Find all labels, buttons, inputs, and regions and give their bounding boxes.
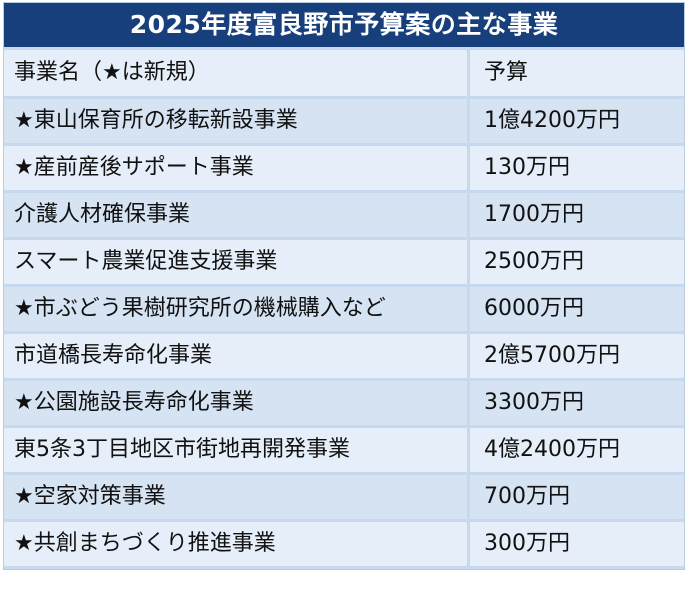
budget-cell: 700万円 [470,475,684,519]
table-row: ★市ぶどう果樹研究所の機械購入など 6000万円 [4,287,684,331]
budget-cell: 3300万円 [470,381,684,425]
project-name-cell: ★空家対策事業 [4,475,470,519]
table-title: 2025年度富良野市予算案の主な事業 [4,3,684,47]
budget-table: 事業名（★は新規） 予算 ★東山保育所の移転新設事業 1億4200万円 ★産前産… [4,47,684,569]
project-name-cell: ★東山保育所の移転新設事業 [4,99,470,143]
project-name-cell: ★公園施設長寿命化事業 [4,381,470,425]
table-header-row: 事業名（★は新規） 予算 [4,50,684,96]
budget-cell: 1700万円 [470,193,684,237]
table-row: ★共創まちづくり推進事業 300万円 [4,522,684,566]
table-row: 市道橋長寿命化事業 2億5700万円 [4,334,684,378]
table-row: ★東山保育所の移転新設事業 1億4200万円 [4,99,684,143]
project-name-cell: ★市ぶどう果樹研究所の機械購入など [4,287,470,331]
header-project-name: 事業名（★は新規） [4,50,470,96]
table-row: 介護人材確保事業 1700万円 [4,193,684,237]
table-row: スマート農業促進支援事業 2500万円 [4,240,684,284]
budget-cell: 6000万円 [470,287,684,331]
project-name-cell: ★共創まちづくり推進事業 [4,522,470,566]
budget-table-figure: 2025年度富良野市予算案の主な事業 事業名（★は新規） 予算 ★東山保育所の移… [3,2,685,570]
table-row: ★産前産後サポート事業 130万円 [4,146,684,190]
project-name-cell: 介護人材確保事業 [4,193,470,237]
table-row: ★空家対策事業 700万円 [4,475,684,519]
project-name-cell: 東5条3丁目地区市街地再開発事業 [4,428,470,472]
budget-cell: 130万円 [470,146,684,190]
table-row: 東5条3丁目地区市街地再開発事業 4億2400万円 [4,428,684,472]
table-row: ★公園施設長寿命化事業 3300万円 [4,381,684,425]
budget-cell: 300万円 [470,522,684,566]
budget-cell: 4億2400万円 [470,428,684,472]
project-name-cell: スマート農業促進支援事業 [4,240,470,284]
project-name-cell: 市道橋長寿命化事業 [4,334,470,378]
budget-cell: 1億4200万円 [470,99,684,143]
budget-cell: 2500万円 [470,240,684,284]
project-name-cell: ★産前産後サポート事業 [4,146,470,190]
budget-cell: 2億5700万円 [470,334,684,378]
header-budget: 予算 [470,50,684,96]
